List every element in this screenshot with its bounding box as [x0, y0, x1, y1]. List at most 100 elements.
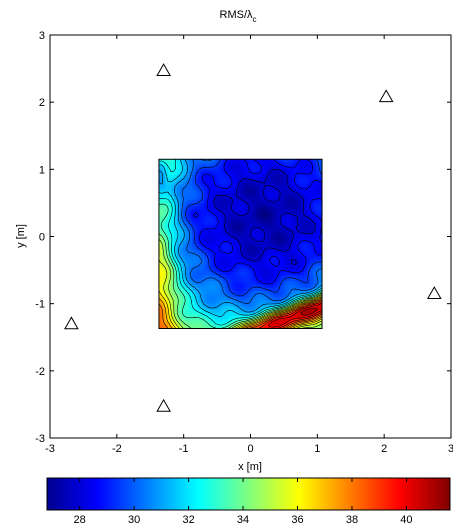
heat-cell: [285, 278, 290, 283]
heat-cell: [297, 275, 302, 279]
heat-cell: [270, 168, 275, 173]
heat-cell: [255, 297, 260, 301]
heat-cell: [168, 174, 172, 179]
heat-cell: [195, 262, 199, 267]
heat-cell: [186, 322, 190, 326]
heat-cell: [192, 275, 196, 279]
heat-cell: [201, 215, 205, 220]
heat-cell: [285, 174, 290, 179]
heat-cell: [177, 231, 181, 236]
heat-cell: [189, 225, 193, 229]
heat-cell: [189, 265, 193, 270]
heat-cell: [279, 221, 284, 226]
heat-cell: [174, 203, 178, 207]
heat-cell: [282, 184, 287, 189]
heat-cell: [303, 294, 308, 298]
heat-cell: [231, 209, 236, 214]
heat-cell: [279, 265, 284, 270]
heat-cell: [168, 303, 172, 308]
heat-cell: [273, 300, 278, 305]
heat-cell: [228, 190, 233, 195]
heat-cell: [216, 234, 220, 239]
heat-cell: [282, 171, 287, 176]
heat-cell: [297, 225, 302, 229]
heat-cell: [180, 237, 184, 242]
heat-cell: [174, 284, 178, 289]
heat-cell: [228, 281, 233, 286]
heat-cell: [246, 259, 251, 264]
heat-cell: [207, 297, 211, 301]
heat-cell: [249, 171, 254, 176]
heat-cell: [243, 206, 248, 210]
heat-cell: [192, 225, 196, 229]
heat-cell: [297, 165, 302, 170]
heat-cell: [231, 240, 236, 245]
heat-cell: [234, 309, 239, 314]
heat-cell: [237, 278, 242, 283]
heat-cell: [198, 187, 202, 192]
heat-cell: [312, 272, 317, 276]
heat-cell: [164, 203, 169, 207]
heat-cell: [168, 319, 172, 323]
heat-cell: [315, 290, 320, 295]
heat-cell: [222, 240, 226, 245]
heat-cell: [303, 178, 308, 182]
heat-cell: [213, 240, 217, 245]
heat-cell: [270, 181, 275, 185]
heat-cell: [264, 243, 269, 248]
heat-cell: [158, 240, 163, 245]
heat-cell: [234, 272, 239, 276]
heat-cell: [213, 162, 217, 167]
heat-cell: [195, 265, 199, 270]
heat-cell: [228, 234, 233, 239]
heat-cell: [285, 228, 290, 232]
heat-cell: [318, 322, 323, 326]
heat-cell: [207, 228, 211, 232]
heat-cell: [273, 272, 278, 276]
heat-cell: [267, 300, 272, 305]
heat-cell: [261, 297, 266, 301]
heat-cell: [234, 262, 239, 267]
heat-cell: [312, 209, 317, 214]
heat-cell: [195, 284, 199, 289]
heat-cell: [294, 184, 299, 189]
heat-cell: [228, 256, 233, 261]
heat-cell: [213, 231, 217, 236]
heat-cell: [261, 247, 266, 251]
heat-cell: [264, 325, 269, 329]
heat-cell: [177, 306, 181, 311]
heat-cell: [174, 221, 178, 226]
heat-cell: [285, 256, 290, 261]
heat-cell: [210, 297, 214, 301]
heat-cell: [228, 284, 233, 289]
heat-cell: [246, 278, 251, 283]
heat-cell: [249, 315, 254, 320]
heat-cell: [303, 209, 308, 214]
heat-cell: [285, 290, 290, 295]
heat-cell: [210, 218, 214, 223]
heat-cell: [291, 319, 296, 323]
heat-cell: [210, 190, 214, 195]
heat-cell: [288, 184, 293, 189]
heat-cell: [285, 225, 290, 229]
heat-cell: [261, 325, 266, 329]
heat-cell: [231, 275, 236, 279]
heat-cell: [189, 262, 193, 267]
heat-cell: [177, 225, 181, 229]
heat-cell: [276, 212, 281, 217]
heat-cell: [306, 312, 311, 317]
heat-cell: [261, 221, 266, 226]
heat-cell: [261, 212, 266, 217]
heat-cell: [237, 303, 242, 308]
heat-cell: [300, 228, 305, 232]
heat-cell: [267, 290, 272, 295]
heat-cell: [225, 256, 229, 261]
heat-cell: [306, 250, 311, 254]
heat-cell: [300, 206, 305, 210]
heat-cell: [192, 174, 196, 179]
heat-cell: [282, 228, 287, 232]
heat-cell: [225, 190, 229, 195]
heat-cell: [158, 290, 163, 295]
heat-cell: [279, 162, 284, 167]
heat-cell: [252, 165, 257, 170]
